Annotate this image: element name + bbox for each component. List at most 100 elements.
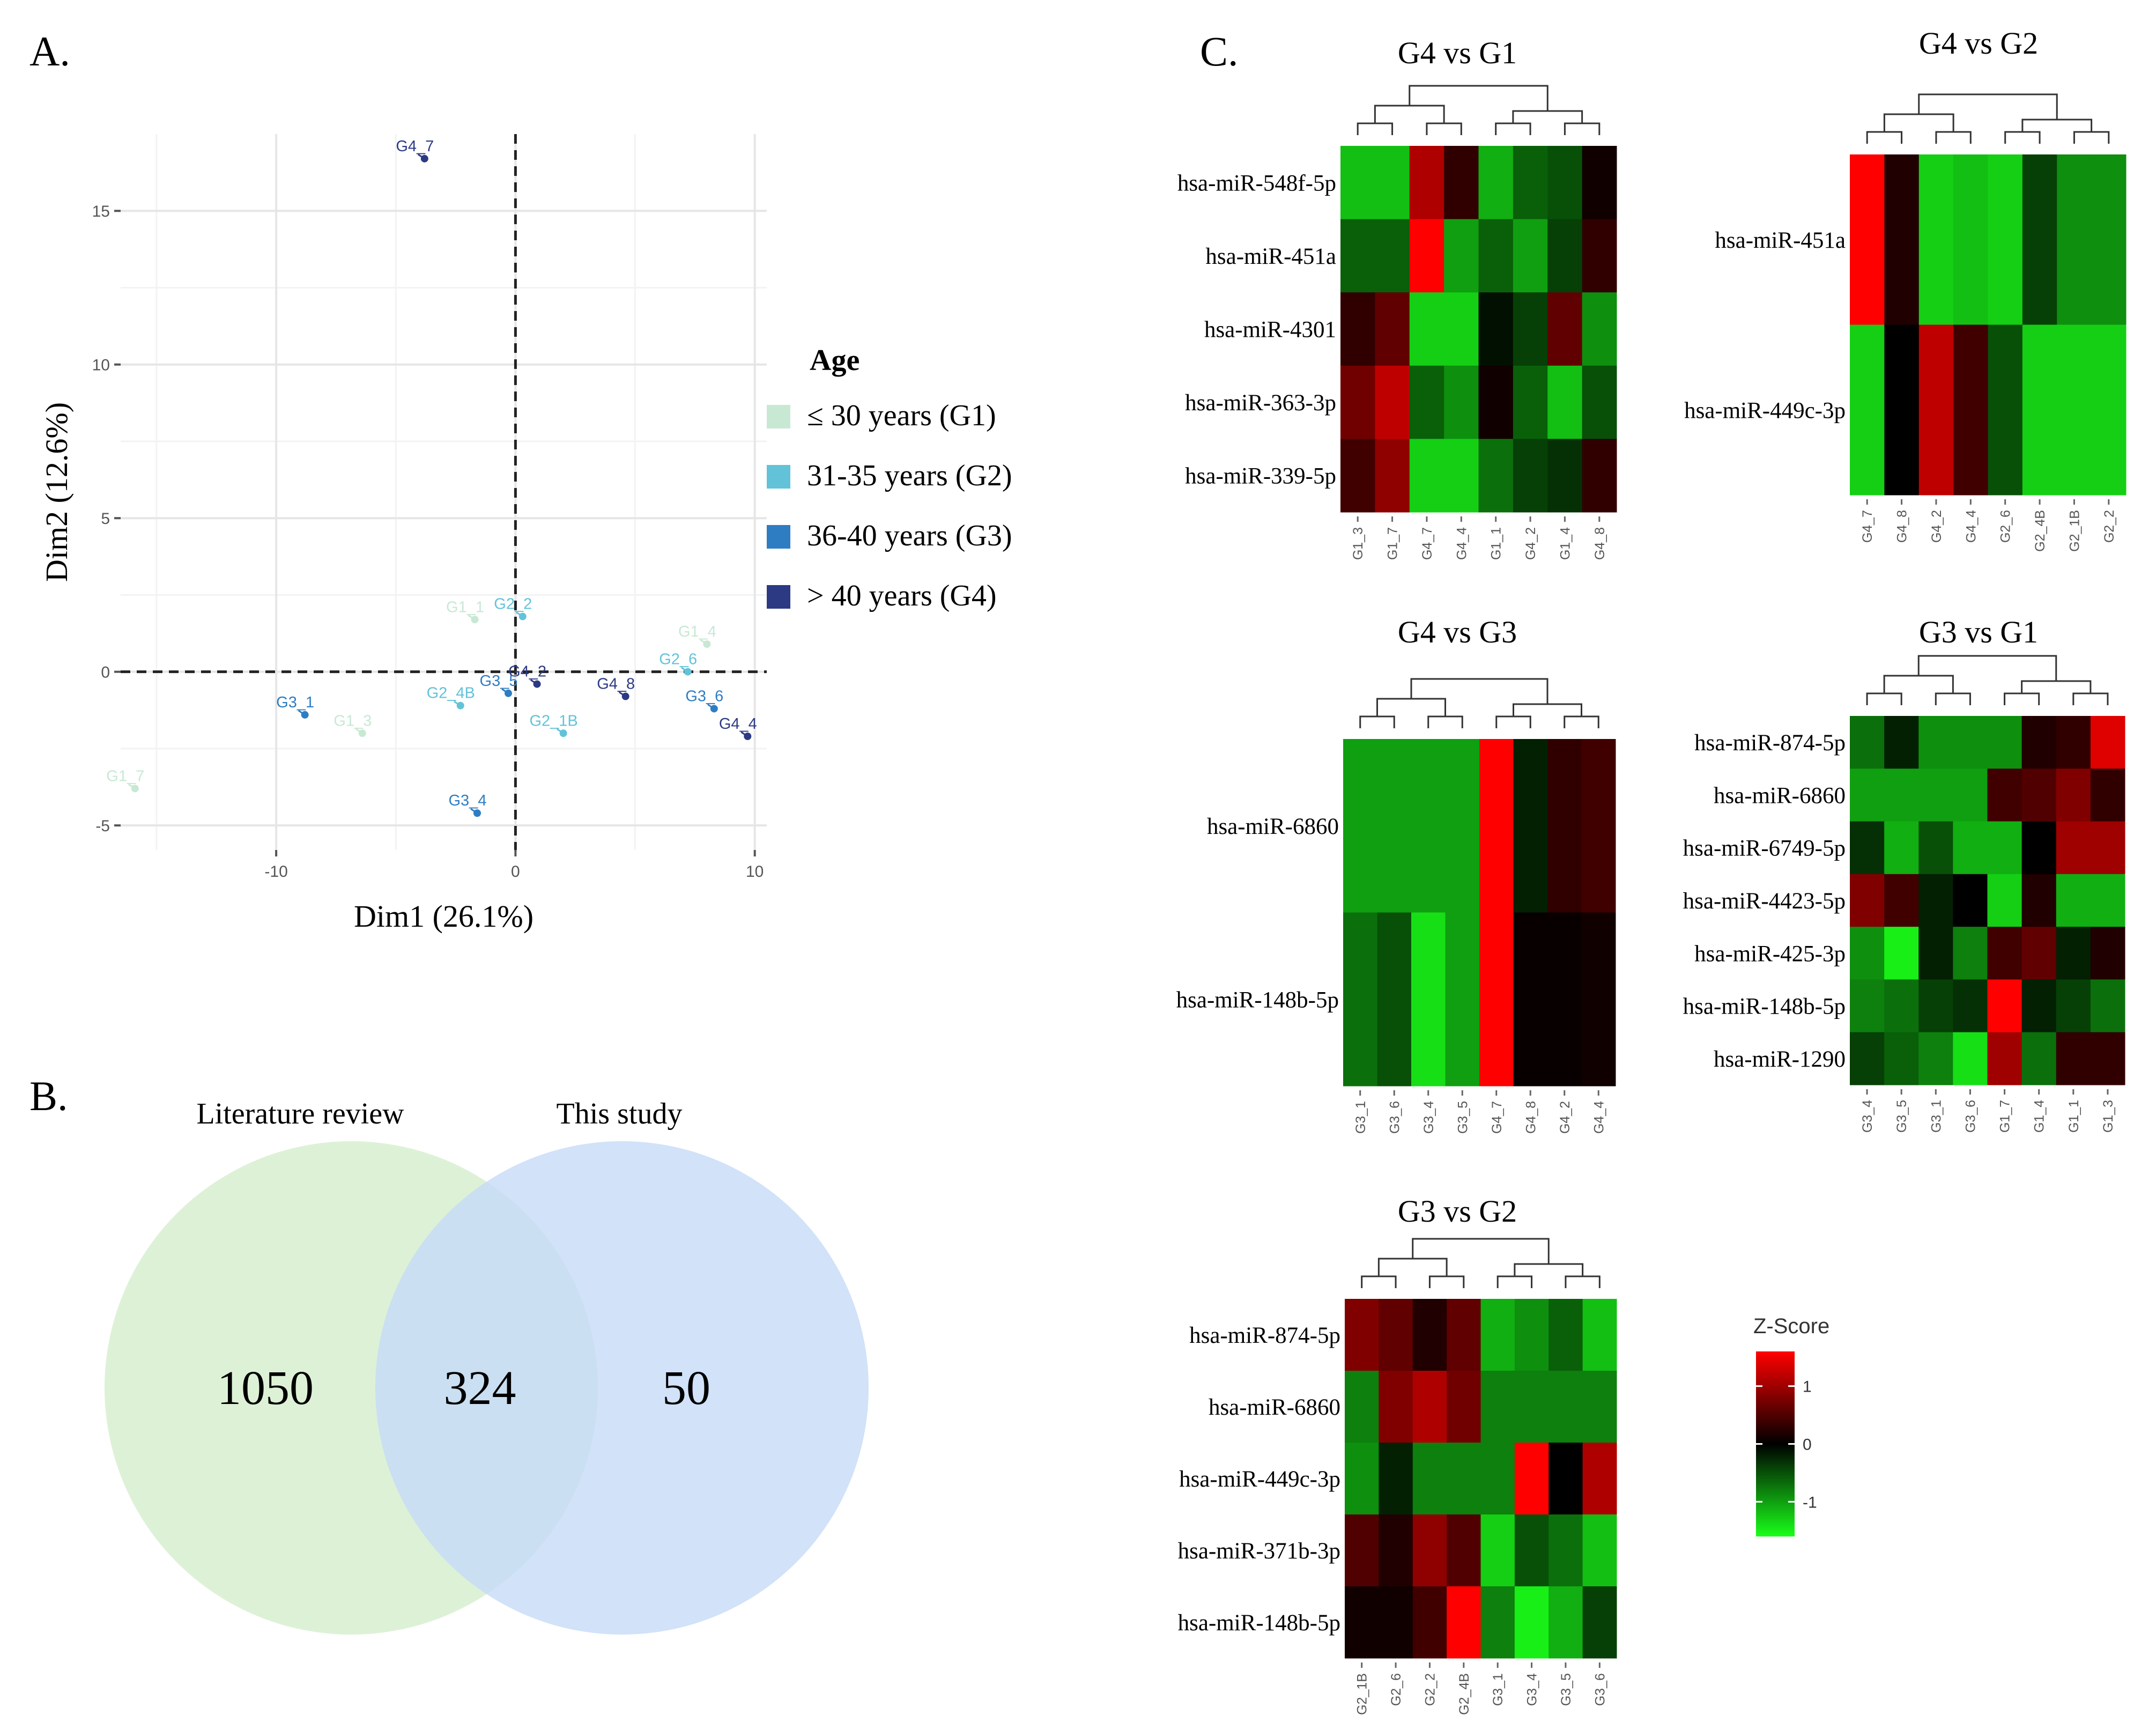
heatmap-cell: [1988, 324, 2023, 496]
column-label: G3_4: [1421, 1101, 1436, 1134]
label-leader: [468, 615, 476, 620]
heatmap-cell: [2056, 874, 2091, 927]
heatmap-cell: [1513, 439, 1548, 513]
row-label: hsa-miR-425-3p: [1694, 941, 1846, 966]
heatmap-cell: [2056, 821, 2091, 875]
column-label: G4_4: [1591, 1101, 1606, 1134]
row-label: hsa-miR-363-3p: [1185, 390, 1336, 416]
heatmap-cell: [1549, 1371, 1583, 1443]
y-tick-label: 0: [101, 664, 110, 682]
heatmap-cell: [1409, 292, 1444, 366]
heatmap-cell: [1480, 1443, 1515, 1515]
venn-set-label: This study: [557, 1097, 683, 1130]
heatmap-cell: [1379, 1371, 1413, 1443]
heatmap-cell: [1850, 154, 1885, 325]
heatmap-cell: [1547, 439, 1583, 513]
heatmap-cell: [2021, 821, 2057, 875]
heatmap-cell: [1547, 292, 1583, 366]
heatmap-cell: [2021, 979, 2057, 1033]
heatmap-cell: [1345, 1371, 1379, 1443]
heatmap-cell: [1987, 874, 2022, 927]
heatmap-cell: [2090, 821, 2125, 875]
heatmap-cell: [1549, 1586, 1583, 1659]
column-label: G1_4: [2032, 1100, 2047, 1133]
heatmap-cell: [1850, 927, 1885, 980]
point-label: G3_5: [480, 672, 518, 690]
y-tick-label: -5: [95, 817, 110, 835]
heatmap-cell: [2091, 154, 2127, 325]
y-axis-label: Dim2 (12.6%): [39, 402, 74, 582]
legend-title: Age: [810, 344, 860, 377]
column-label: G3_5: [1455, 1101, 1470, 1134]
heatmap-cell: [1884, 154, 1920, 325]
heatmap-cell: [1340, 146, 1375, 220]
heatmap-cell: [1918, 768, 1953, 822]
heatmap-cell: [1478, 219, 1514, 293]
heatmap-cell: [2056, 979, 2091, 1033]
heatmap-cell: [2022, 324, 2057, 496]
label-leader: [453, 700, 461, 706]
column-label: G3_5: [1559, 1673, 1574, 1706]
heatmap-cell: [1444, 439, 1479, 513]
heatmap-cell: [1582, 219, 1617, 293]
column-label: G4_8: [1523, 1101, 1538, 1134]
heatmap-cell: [1513, 739, 1548, 913]
heatmap-cell: [1547, 219, 1583, 293]
heatmap-cell: [1479, 739, 1514, 913]
heatmap-cell: [1513, 912, 1548, 1087]
heatmap-cell: [1987, 979, 2022, 1033]
heatmap-cell: [1953, 979, 1988, 1033]
colorbar-tick-label: 0: [1803, 1436, 1812, 1454]
column-label: G4_7: [1490, 1101, 1505, 1134]
column-label: G4_7: [1860, 510, 1875, 543]
heatmap-cell: [1582, 1443, 1617, 1515]
point-label: G2_2: [494, 596, 532, 613]
column-label: G2_4B: [2033, 510, 2048, 552]
heatmap-hm4: G3 vs G1 hsa-miR-874-5p hsa-miR-6860 hsa-mi…: [1683, 615, 2125, 1133]
heatmap-cell: [1850, 768, 1885, 822]
row-label: hsa-miR-6860: [1207, 814, 1339, 839]
row-label: hsa-miR-6860: [1209, 1395, 1340, 1420]
column-label: G1_7: [1386, 527, 1401, 560]
heatmap-cell: [1582, 439, 1617, 513]
panel-label-a: A.: [29, 28, 70, 75]
column-label: G3_6: [1963, 1100, 1978, 1133]
heatmap-cell: [2057, 154, 2092, 325]
y-tick-label: 5: [101, 510, 110, 528]
heatmap-cell: [1918, 716, 1953, 769]
heatmap-cell: [1478, 292, 1514, 366]
point-label: G1_1: [446, 598, 484, 616]
heatmap-hm5: G3 vs G2 hsa-miR-874-5p hsa-miR-6860 hsa-mi…: [1178, 1194, 1617, 1715]
heatmap-cell: [1375, 365, 1410, 439]
heatmap-cell: [1987, 1032, 2022, 1085]
label-leader: [128, 784, 136, 789]
heatmap-cell: [1447, 1586, 1481, 1659]
label-leader: [680, 667, 688, 672]
heatmap-cell: [1480, 1371, 1515, 1443]
column-label: G2_1B: [2067, 510, 2082, 552]
heatmap-cell: [1340, 439, 1375, 513]
heatmap-cell: [1480, 1514, 1515, 1587]
row-label: hsa-miR-6860: [1714, 783, 1846, 808]
point-label: G4_8: [597, 676, 635, 693]
heatmap-cell: [1478, 365, 1514, 439]
heatmap-cell: [1379, 1443, 1413, 1515]
heatmap-cell: [1953, 927, 1988, 980]
heatmap-cell: [1918, 927, 1953, 980]
label-leader: [417, 153, 425, 160]
heatmap-cell: [2056, 768, 2091, 822]
heatmap-cell: [1478, 146, 1514, 220]
heatmap-cell: [1987, 768, 2022, 822]
heatmap-cell: [1444, 292, 1479, 366]
column-label: G1_7: [1998, 1100, 2013, 1133]
heatmap-cell: [1377, 912, 1412, 1087]
row-label: hsa-miR-148b-5p: [1178, 1610, 1340, 1636]
label-leader: [470, 808, 478, 814]
label-leader: [355, 728, 363, 734]
heatmap-cell: [1479, 912, 1514, 1087]
point-label: G3_4: [449, 792, 487, 809]
heatmap-cell: [1375, 439, 1410, 513]
venn-set-label: Literature review: [196, 1097, 404, 1130]
heatmap-cell: [1884, 821, 1919, 875]
heatmap-title: G4 vs G1: [1398, 35, 1517, 70]
